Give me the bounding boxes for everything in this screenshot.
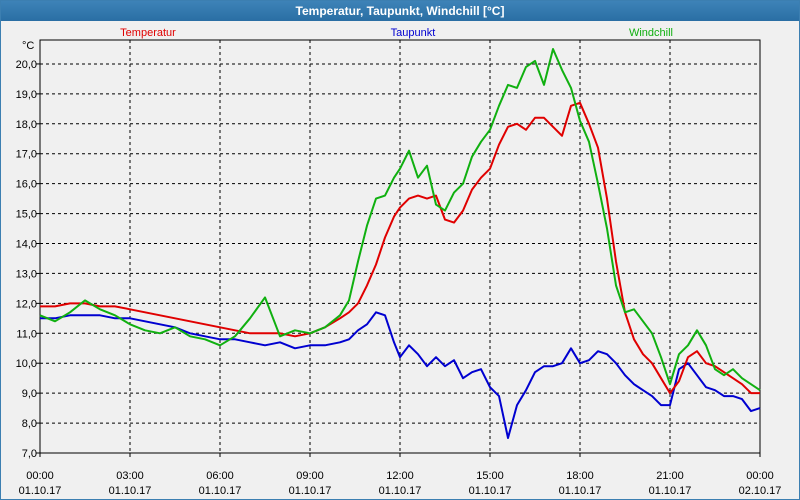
y-tick-label: 11,0 bbox=[16, 328, 37, 340]
series-line-temperatur bbox=[40, 101, 760, 395]
x-tick-date: 01.10.17 bbox=[199, 485, 242, 497]
series-line-windchill bbox=[39, 48, 761, 392]
y-tick-label: 13,0 bbox=[16, 268, 37, 280]
y-tick-label: 15,0 bbox=[16, 209, 37, 221]
y-axis-label: °C bbox=[22, 40, 34, 52]
series-line-taupunkt bbox=[40, 311, 761, 439]
x-tick-time: 18:00 bbox=[566, 470, 594, 482]
x-tick-time: 21:00 bbox=[656, 470, 684, 482]
y-tick-label: 18,0 bbox=[16, 119, 37, 131]
x-tick-date: 01.10.17 bbox=[109, 485, 152, 497]
legend-taupunkt: Taupunkt bbox=[391, 27, 436, 39]
x-tick-time: 15:00 bbox=[476, 470, 504, 482]
y-tick-label: 17,0 bbox=[16, 149, 37, 161]
x-tick-date: 01.10.17 bbox=[559, 485, 602, 497]
x-tick-date: 02.10.17 bbox=[739, 485, 782, 497]
grid bbox=[40, 40, 760, 453]
x-tick-time: 06:00 bbox=[206, 470, 234, 482]
y-tick-label: 10,0 bbox=[16, 358, 37, 370]
y-ticks: 7,0 8,0 9,0 10,0 11,0 12,0 13,0 14,0 15,0 16,0 17,… bbox=[16, 59, 40, 460]
y-tick-label: 9,0 bbox=[22, 388, 37, 400]
legend-windchill: Windchill bbox=[629, 27, 673, 39]
x-tick-date: 01.10.17 bbox=[649, 485, 692, 497]
series bbox=[39, 48, 761, 439]
x-tick-date: 01.10.17 bbox=[19, 485, 62, 497]
x-tick-time: 12:00 bbox=[386, 470, 414, 482]
x-tick-time: 09:00 bbox=[296, 470, 324, 482]
x-ticks: 00:00 01.10.17 03:00 01.10.17 06:00 01.10.17 0… bbox=[19, 453, 782, 497]
y-tick-label: 8,0 bbox=[22, 418, 37, 430]
x-tick-date: 01.10.17 bbox=[469, 485, 512, 497]
legend-temperatur: Temperatur bbox=[120, 27, 176, 39]
y-tick-label: 7,0 bbox=[22, 448, 37, 460]
y-tick-label: 16,0 bbox=[16, 179, 37, 191]
x-tick-date: 01.10.17 bbox=[379, 485, 422, 497]
x-tick-time: 00:00 bbox=[26, 470, 54, 482]
x-tick-time: 00:00 bbox=[746, 470, 774, 482]
x-tick-time: 03:00 bbox=[116, 470, 144, 482]
window-title: Temperatur, Taupunkt, Windchill [°C] bbox=[1, 1, 799, 21]
y-tick-label: 12,0 bbox=[16, 298, 37, 310]
y-tick-label: 14,0 bbox=[16, 239, 37, 251]
y-tick-label: 20,0 bbox=[16, 59, 37, 71]
x-tick-date: 01.10.17 bbox=[289, 485, 332, 497]
legend: Temperatur Taupunkt Windchill bbox=[120, 27, 673, 39]
y-tick-label: 19,0 bbox=[16, 89, 37, 101]
